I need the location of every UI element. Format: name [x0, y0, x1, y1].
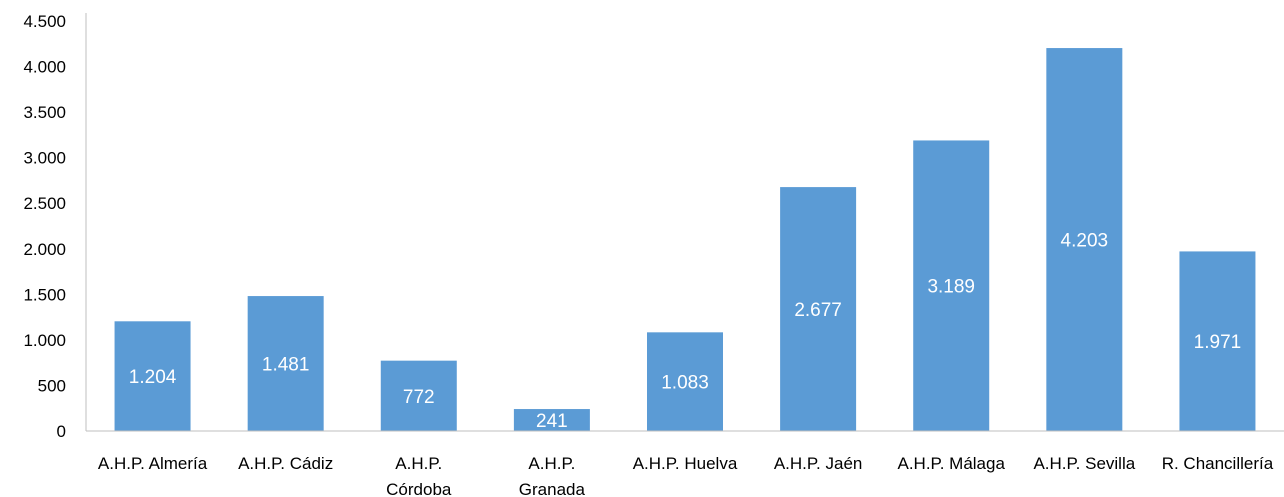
y-tick-label: 500 [38, 376, 66, 395]
x-tick-label: A.H.P. Cádiz [238, 454, 333, 473]
bar [647, 332, 723, 431]
x-tick-label: A.H.P. Sevilla [1033, 454, 1135, 473]
value-label: 1.204 [129, 367, 177, 388]
bar [247, 296, 324, 431]
x-tick-label: A.H.P. Almería [98, 454, 208, 473]
y-tick-label: 4.500 [23, 12, 66, 31]
y-tick-label: 3.500 [23, 103, 66, 122]
bar [380, 360, 457, 431]
value-label: 1.971 [1194, 332, 1242, 353]
x-tick-label: A.H.P. Jaén [774, 454, 863, 473]
y-tick-label: 0 [57, 422, 66, 441]
value-label: 3.189 [927, 277, 975, 298]
bar [1046, 48, 1123, 432]
y-tick-label: 2.500 [23, 194, 66, 213]
x-tick-label: A.H.P. Córdoba [386, 454, 452, 497]
x-tick-label: A.H.P. Huelva [633, 454, 738, 473]
value-label: 772 [403, 387, 435, 408]
bar [1179, 251, 1256, 431]
y-tick-label: 1.000 [23, 331, 66, 350]
y-tick-label: 2.000 [23, 240, 66, 259]
value-label: 1.481 [262, 355, 310, 376]
bar [780, 187, 857, 431]
x-tick-label: R. Chancillería [1162, 454, 1274, 473]
value-label: 241 [536, 411, 568, 432]
bar [114, 321, 191, 431]
value-label: 1.083 [661, 373, 709, 394]
y-tick-label: 1.500 [23, 285, 66, 304]
value-label: 2.677 [794, 300, 842, 321]
x-tick-label: A.H.P. Granada [519, 454, 586, 497]
y-tick-label: 4.000 [23, 58, 66, 77]
value-label: 4.203 [1061, 231, 1109, 252]
bar [913, 140, 990, 432]
y-tick-label: 3.000 [23, 149, 66, 168]
bar [513, 409, 590, 431]
x-tick-label: A.H.P. Málaga [898, 454, 1006, 473]
